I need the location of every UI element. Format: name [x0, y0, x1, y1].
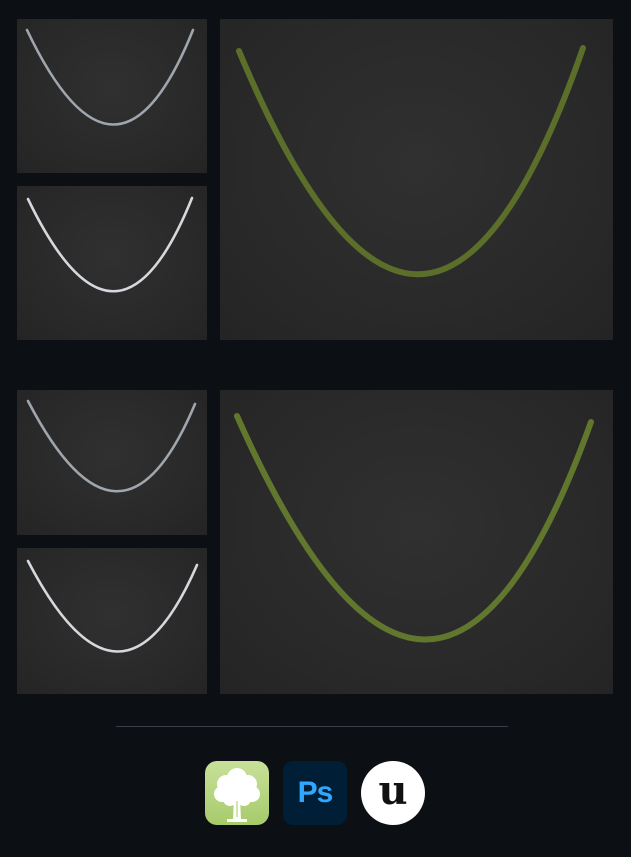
thumbnail-panel-2	[17, 186, 207, 340]
unreal-engine-label: u	[378, 767, 408, 814]
large-panel-2	[220, 390, 613, 694]
unreal-engine-logo: u	[361, 761, 425, 825]
curve-thumbnail-3	[26, 399, 197, 493]
thumbnail-panel-1	[17, 19, 207, 173]
tree-icon	[214, 768, 260, 822]
section-divider	[116, 726, 508, 727]
large-panel-1	[220, 19, 613, 340]
curve-large-1	[236, 45, 586, 278]
curve-thumbnail-2	[26, 196, 194, 293]
curve-thumbnail-4	[26, 559, 199, 653]
curve-large-2	[234, 413, 594, 643]
thumbnail-panel-4	[17, 548, 207, 694]
curve-thumbnail-1	[25, 28, 195, 126]
speedtree-logo	[205, 761, 269, 825]
photoshop-logo: Ps	[283, 761, 347, 825]
thumbnail-panel-3	[17, 390, 207, 535]
photoshop-label: Ps	[297, 776, 334, 809]
